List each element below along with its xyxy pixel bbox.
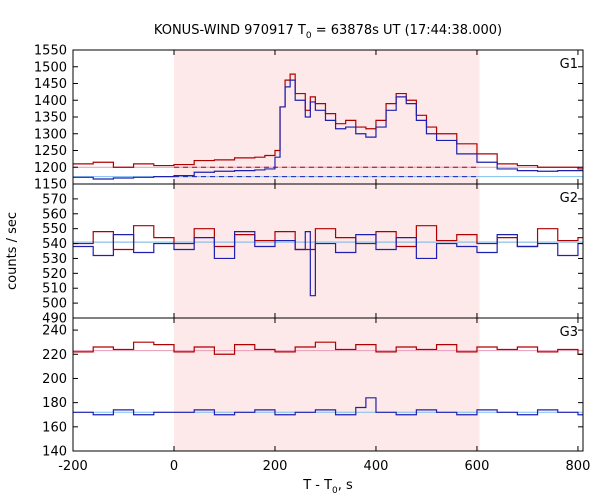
x-axis-ticks: -200 0 200 400 600 800 [58, 50, 590, 474]
panel-g3: 140 160 180 200 220 240 G3 [42, 317, 584, 460]
y-tick-label: 500 [42, 297, 67, 312]
x-tick-label: 800 [566, 459, 591, 474]
x-tick-label: 0 [170, 459, 178, 474]
panel-frame-g3 [72, 317, 584, 452]
x-tick-label: 200 [263, 459, 288, 474]
y-tick-label: 540 [42, 237, 67, 252]
series-red-g3 [73, 341, 583, 355]
y-tick-label: 220 [42, 348, 67, 363]
y-tick-label: 550 [42, 222, 67, 237]
y-tick-label: 490 [42, 312, 67, 327]
series-blue-g1 [73, 79, 583, 180]
y-tick-label: 140 [42, 445, 67, 460]
x-axis-label-rest: , s [338, 478, 353, 493]
x-tick-label: -200 [58, 459, 88, 474]
series-blue-g2 [73, 231, 583, 297]
y-tick-label: 520 [42, 267, 67, 282]
shaded-interval-g2 [173, 184, 480, 318]
y-tick-label: 570 [42, 192, 67, 207]
chart-title-rest: = 63878s UT (17:44:38.000) [312, 23, 502, 38]
x-axis-label-main: T - T [302, 478, 332, 493]
y-tick-label: 200 [42, 372, 67, 387]
y-tick-label: 1450 [34, 77, 67, 92]
y-axis-label: counts / sec [5, 212, 20, 290]
y-tick-label: 1250 [34, 144, 67, 159]
y-tick-label: 1500 [34, 60, 67, 75]
y-tick-label: 160 [42, 420, 67, 435]
shaded-interval-g1 [173, 50, 480, 184]
y-tick-label: 560 [42, 207, 67, 222]
panel-label-g1: G1 [560, 57, 578, 72]
x-tick-label: 400 [364, 459, 389, 474]
chart-panels: 115012001250130013501400145015001550G149… [34, 44, 584, 460]
y-tick-label: 530 [42, 252, 67, 267]
y-tick-label: 510 [42, 282, 67, 297]
x-axis-label-subscript: 0 [332, 486, 338, 496]
y-tick-label: 1300 [34, 127, 67, 142]
y-tick-label: 1150 [34, 178, 67, 193]
x-tick-label: 600 [465, 459, 490, 474]
panel-label-g2: G2 [560, 191, 578, 206]
y-tick-label: 1550 [34, 44, 67, 59]
y-tick-label: 1200 [34, 161, 67, 176]
chart-title-subscript: 0 [306, 31, 312, 41]
series-red-g2 [73, 225, 583, 251]
chart-title-main: KONUS-WIND 970917 T [154, 23, 306, 38]
y-tick-label: 1400 [34, 94, 67, 109]
series-blue-g3 [73, 397, 583, 416]
chart-title: KONUS-WIND 970917 T0 = 63878s UT (17:44:… [154, 23, 502, 41]
y-tick-label: 180 [42, 396, 67, 411]
y-tick-label: 240 [42, 324, 67, 339]
x-axis-label: T - T0, s [302, 478, 353, 496]
panel-label-g3: G3 [560, 325, 578, 340]
shaded-interval-g3 [173, 318, 480, 451]
y-tick-label: 1350 [34, 111, 67, 126]
